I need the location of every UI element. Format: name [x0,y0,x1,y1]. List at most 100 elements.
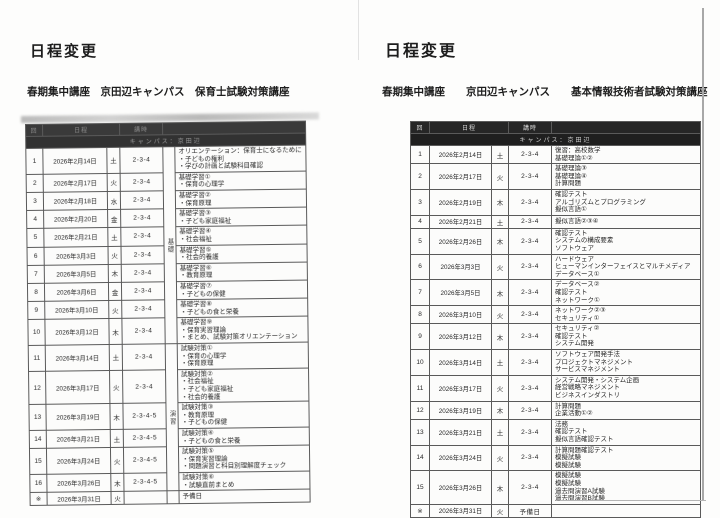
content-cell: 法務 確認テスト 擬似言語確認テスト [551,418,702,446]
day-cell: 木 [490,188,510,216]
period-cell [124,490,168,505]
period-cell: 2-3-4 [508,349,553,376]
content-cell: 試験対策③ ・教育原理 ・子どもの保健 [177,401,310,429]
lesson-line: プロジェクトマネジメント [555,358,634,366]
content-cell: 基礎学習⑥ ・教育原理 [176,261,308,282]
content-cell: ネットワーク②③ セキュリティ① [551,305,702,325]
column-header: 日程 [428,121,510,134]
date-cell: 2026年2月17日 [43,173,108,193]
row-number-cell: 9 [27,301,45,320]
content-cell: 基礎学習④ ・社会福祉 [175,225,307,246]
lesson-line: ・子どもの保健 [181,418,228,427]
period-cell: 2-3-4 [508,279,553,307]
table-row: 13 2026年3月21日土 2-3-4 法務 確認テスト 擬似言語確認テスト [410,418,702,446]
table-row: 3 2026年2月19日木 2-3-4 確認テスト アルゴリズムとプログラミング 擬似言語… [410,188,702,216]
column-header: 講時 [508,121,553,134]
day-cell: 火 [490,374,510,402]
day-cell: 木 [490,323,510,351]
content-cell: 確認テスト システムの構成要素 ソフトウェア [551,227,702,255]
page-edge [560,500,706,501]
period-cell: 2-3-4 [508,444,553,472]
row-number-cell: 5 [410,227,430,255]
lesson-line: 擬似言語確認テスト [555,436,614,443]
row-number-cell: 4 [410,214,430,229]
lesson-line: 過去問演習B試験 [555,495,605,503]
date-cell: 2026年3月3日 [44,246,109,265]
lesson-line: ・子ども家庭福祉 [179,217,232,225]
row-number-cell: 1 [410,144,430,165]
course-subtitle: 春期集中講座 京田辺キャンパス 基本情報技術者試験対策講座 [382,86,708,98]
course-subtitle: 春期集中講座 京田辺キャンパス 保育士試験対策講座 [27,86,290,98]
content-cell: ソフトウェア開発手法 プロジェクトマネジメント サービスマネジメント [551,349,702,376]
date-cell: 2026年2月19日 [429,188,492,216]
period-cell: 2-3-4 [508,400,553,420]
header-row: 回日程 講時 [410,121,702,134]
lesson-line: 基礎理論①② [555,154,593,162]
row-number-cell: 15 [410,470,430,505]
lesson-line: ・子どもの食と栄養 [180,308,239,316]
row-number-cell: 13 [28,404,47,431]
lesson-line: ・社会的養護 [179,253,219,262]
table-row: 10 2026年3月14日土 2-3-4 ソフトウェア開発手法 プロジェクトマネジメント… [410,349,702,376]
lesson-line: システム開発 [555,340,594,348]
date-cell: 2026年3月19日 [429,400,492,420]
date-cell: 2026年3月5日 [44,264,109,284]
day-cell: 木 [490,400,510,420]
campus-row: キャンパス：京田辺 [409,133,702,146]
table-row: 6 2026年3月3日火 2-3-4 ハードウェア ヒューマンインターフェイスとマルチメ… [410,253,702,281]
lesson-line: ・試験直前まとめ [182,481,235,489]
table-row: 7 2026年3月5日木 2-3-4 データベース② 確認テスト ネットワーク① [410,279,702,307]
lesson-line: セキュリティ② [555,325,600,333]
lesson-line: 計算問題確認テスト [555,446,614,454]
column-header [551,121,702,134]
lesson-line: ・まとめ、試験対策オリエンテーション [180,333,298,342]
table-row: 8 2026年3月10日火 2-3-4 ネットワーク②③ セキュリティ① [410,305,702,325]
day-cell: 火 [490,305,510,325]
period-cell: 2-3-4 [122,343,166,371]
row-number-cell: ※ [30,492,48,506]
lesson-line: セキュリティ① [555,314,600,322]
day-cell: 火 [108,300,122,319]
lesson-line: ・教育原理 [179,272,213,280]
day-cell: 木 [490,279,510,307]
lesson-line: ・保育の心理学 [178,180,225,189]
row-number-cell: 4 [26,210,44,229]
row-number-cell: 6 [27,246,45,266]
period-cell: 2-3-4 [508,470,553,505]
lesson-line: 確認テスト [555,428,588,436]
day-cell: 金 [108,282,122,301]
lesson-line: 擬似言語① [555,206,587,214]
content-cell: データベース② 確認テスト ネットワーク① [551,279,702,307]
period-cell: 2-3-4 [508,144,553,165]
table-row: 11 2026年3月14日土 2-3-4 演習 試験対策① ・保育の心理学 ・保育原理 [28,342,309,491]
right-document-page: 日程変更 春期集中講座 京田辺キャンパス 基本情報技術者試験対策講座 回日程 講時… [360,0,720,518]
lesson-line: 模擬試験 [555,454,582,462]
date-cell: 2026年3月14日 [45,344,110,372]
page-title: 日程変更 [385,43,458,60]
content-cell: 基礎学習⑧ ・子どもの食と栄養 [176,298,308,318]
period-cell: 2-3-4 [508,418,553,446]
day-cell: 火 [109,370,123,404]
day-cell: 土 [490,349,510,376]
left-document-page: 日程変更 春期集中講座 京田辺キャンパス 保育士試験対策講座 回日程 講時 キャンパ… [0,0,360,509]
period-cell: 2-3-4 [121,281,165,301]
row-number-cell: 8 [27,283,45,302]
lesson-line: 企業活動①② [555,410,593,418]
day-cell: 火 [110,447,124,474]
lesson-line: ・子どもの保健 [180,290,226,298]
lesson-line: 過去問演習A試験 [555,487,605,495]
table-row: 14 2026年3月24日火 2-3-4 計算問題確認テスト 模擬試験 模擬試験 [410,444,702,472]
day-cell: 土 [490,214,510,229]
period-cell: 2-3-4 [508,374,553,402]
date-cell: 2026年2月20日 [43,209,108,229]
period-cell: 2-3-4 [119,146,164,174]
period-cell: 2-3-4 [121,245,165,265]
day-cell: 火 [490,163,510,190]
date-cell: 2026年2月26日 [429,227,492,255]
day-cell: 木 [490,227,510,255]
day-cell: 水 [107,191,121,210]
content-cell: 基礎学習② ・保育原理 [175,189,307,209]
lesson-line: 確認テスト [555,229,588,237]
date-cell: 2026年3月10日 [44,300,109,320]
period-cell: 2-3-4 [508,253,553,281]
